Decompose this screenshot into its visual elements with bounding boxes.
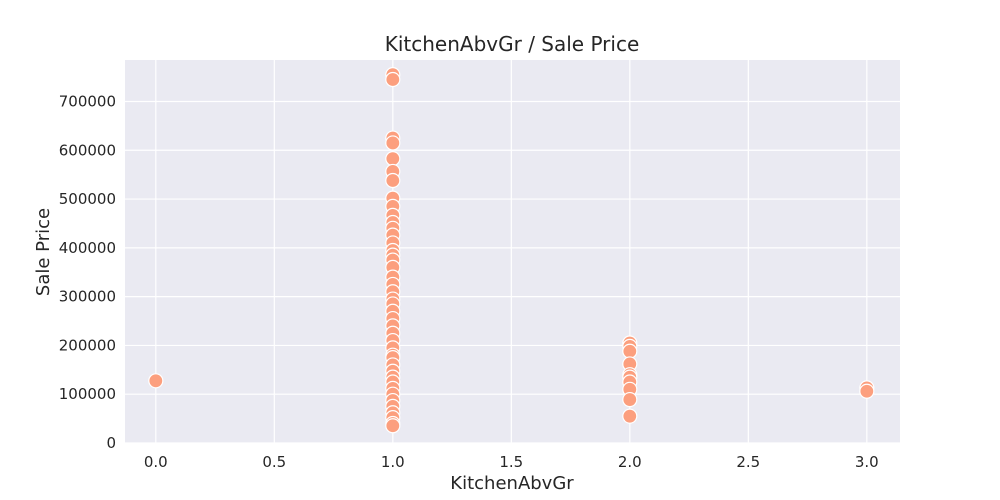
x-tick-label: 1.5 <box>499 453 523 471</box>
y-tick-label: 200000 <box>59 336 116 354</box>
y-tick-label: 700000 <box>59 92 116 110</box>
data-point <box>859 383 875 399</box>
data-point <box>385 151 401 167</box>
chart-title: KitchenAbvGr / Sale Price <box>385 32 640 56</box>
data-points <box>148 67 875 434</box>
x-tick-label: 3.0 <box>855 453 879 471</box>
x-tick-label: 0.0 <box>144 453 168 471</box>
plot-background <box>125 60 900 443</box>
y-tick-label: 300000 <box>59 288 116 306</box>
data-point <box>385 135 401 151</box>
x-tick-label: 2.5 <box>736 453 760 471</box>
x-tick-label: 0.5 <box>262 453 286 471</box>
y-tick-labels: 0 100000 200000 300000 400000 500000 600000 700… <box>59 92 116 452</box>
x-tick-label: 1.0 <box>381 453 405 471</box>
x-axis-title: KitchenAbvGr <box>450 473 574 494</box>
y-tick-label: 500000 <box>59 190 116 208</box>
y-tick-label: 400000 <box>59 239 116 257</box>
y-tick-label: 100000 <box>59 385 116 403</box>
grid-lines <box>125 60 900 444</box>
data-point <box>385 71 401 88</box>
data-point <box>622 391 638 408</box>
y-axis-title: Sale Price <box>33 208 54 296</box>
data-point <box>385 418 401 434</box>
y-tick-label: 600000 <box>59 141 116 159</box>
data-point <box>148 373 164 389</box>
data-point <box>622 343 638 359</box>
x-tick-label: 2.0 <box>618 453 642 471</box>
data-point <box>622 408 638 424</box>
data-point <box>385 172 401 189</box>
x-tick-labels: 0.0 0.5 1.0 1.5 2.0 2.5 3.0 <box>144 453 879 471</box>
y-tick-label: 0 <box>106 434 116 452</box>
